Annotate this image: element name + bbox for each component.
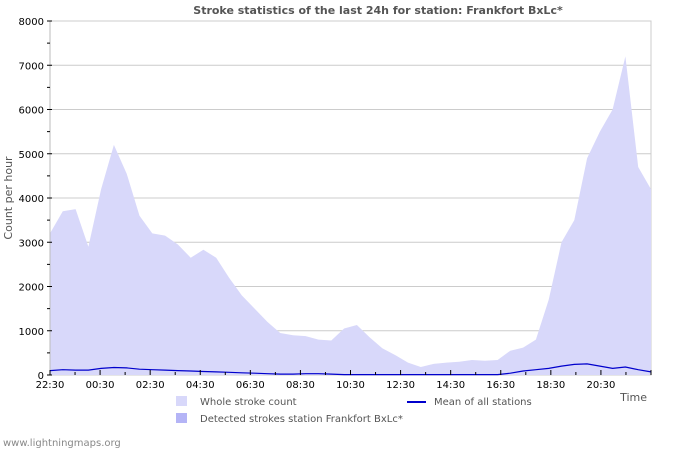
svg-text:12:30: 12:30 bbox=[386, 380, 415, 391]
axes: 0 1000 2000 3000 4000 5000 6000 7000 8000 22:30 00… bbox=[19, 17, 652, 391]
chart-title: Stroke statistics of the last 24h for st… bbox=[193, 4, 563, 17]
svg-text:22:30: 22:30 bbox=[36, 380, 65, 391]
svg-text:18:30: 18:30 bbox=[536, 380, 565, 391]
x-axis-label: Time bbox=[619, 391, 647, 404]
svg-text:04:30: 04:30 bbox=[186, 380, 215, 391]
svg-text:5000: 5000 bbox=[19, 150, 44, 161]
svg-text:8000: 8000 bbox=[19, 17, 44, 28]
svg-text:14:30: 14:30 bbox=[436, 380, 465, 391]
legend-label-mean: Mean of all stations bbox=[434, 397, 532, 408]
svg-text:2000: 2000 bbox=[19, 283, 44, 294]
footer-link[interactable]: www.lightningmaps.org bbox=[3, 438, 121, 449]
svg-text:02:30: 02:30 bbox=[136, 380, 165, 391]
legend-swatch-whole bbox=[176, 396, 187, 406]
svg-text:0: 0 bbox=[38, 371, 44, 382]
legend-swatch-detected bbox=[176, 413, 187, 423]
y-axis-label: Count per hour bbox=[2, 156, 15, 240]
svg-text:6000: 6000 bbox=[19, 106, 44, 117]
svg-text:08:30: 08:30 bbox=[286, 380, 315, 391]
whole-stroke-area bbox=[50, 56, 651, 376]
legend-label-whole: Whole stroke count bbox=[200, 397, 297, 408]
svg-text:10:30: 10:30 bbox=[336, 380, 365, 391]
legend: Whole stroke count Detected strokes stat… bbox=[176, 396, 532, 425]
svg-text:3000: 3000 bbox=[19, 238, 44, 249]
svg-text:06:30: 06:30 bbox=[236, 380, 265, 391]
legend-label-detected: Detected strokes station Frankfort BxLc* bbox=[200, 414, 403, 425]
svg-text:16:30: 16:30 bbox=[486, 380, 515, 391]
svg-text:1000: 1000 bbox=[19, 327, 44, 338]
svg-text:7000: 7000 bbox=[19, 61, 44, 72]
svg-text:20:30: 20:30 bbox=[587, 380, 616, 391]
svg-text:4000: 4000 bbox=[19, 194, 44, 205]
svg-text:00:30: 00:30 bbox=[86, 380, 115, 391]
